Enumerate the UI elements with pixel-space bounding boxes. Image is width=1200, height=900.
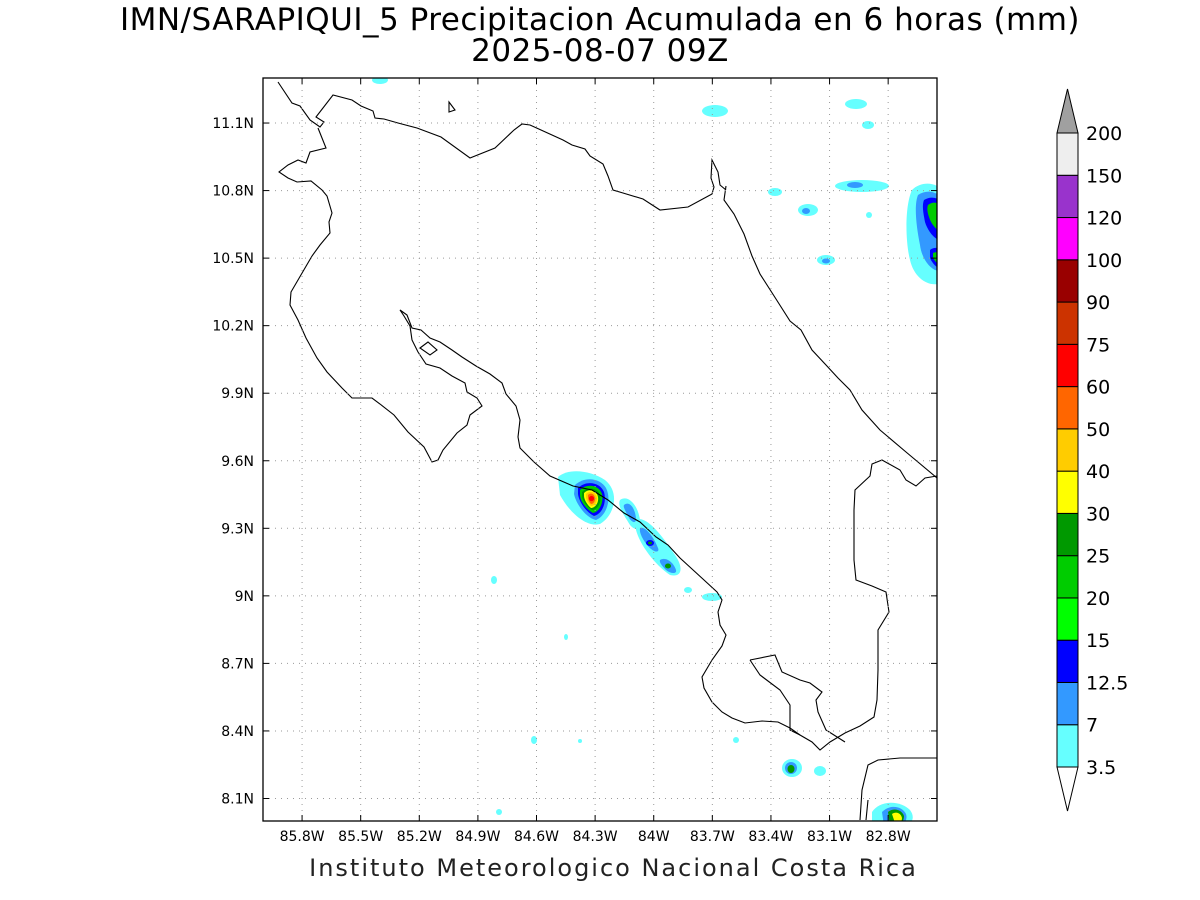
lon-tick-label: 84W [638,829,670,845]
lat-tick-label: 8.1N [221,791,254,807]
lon-tick-label: 85.5W [338,829,383,845]
colorbar-level-label: 3.5 [1086,757,1116,779]
lon-tick-label: 85.8W [280,829,325,845]
colorbar-segment [1056,428,1079,472]
colorbar-segment [1056,259,1079,303]
lat-tick-label: 10.2N [212,319,254,335]
colorbar-level-label: 60 [1086,377,1110,399]
colorbar-segment [1056,597,1079,641]
colorbar-level-label: 30 [1086,503,1110,525]
lat-tick-label: 9.9N [221,386,254,402]
map-grid [263,78,937,821]
colorbar-level-label: 90 [1086,292,1110,314]
colorbar-segment [1056,555,1079,599]
precipitation-field [372,78,937,821]
lon-tick-label: 84.6W [514,829,559,845]
colorbar-level-label: 12.5 [1086,672,1128,694]
colorbar-level-label: 20 [1086,588,1110,610]
colorbar-segment [1056,343,1079,388]
colorbar-level-label: 40 [1086,461,1110,483]
colorbar-segment [1056,174,1079,219]
colorbar-segment [1056,217,1079,261]
lon-tick-label: 84.3W [573,829,618,845]
lat-tick-label: 8.4N [221,724,254,740]
colorbar-level-label: 150 [1086,165,1122,187]
lat-tick-label: 9.3N [221,521,254,537]
colorbar-level-label: 50 [1086,419,1110,441]
lon-tick-label: 85.2W [397,829,442,845]
lat-tick-label: 8.7N [221,656,254,672]
lon-tick-label: 83.4W [748,829,793,845]
footer-credit: Instituto Meteorologico Nacional Costa R… [309,854,918,882]
lat-tick-label: 9N [235,589,254,605]
colorbar-under-triangle [1056,766,1079,812]
colorbar-level-label: 25 [1086,546,1110,568]
colorbar-segment [1056,301,1079,345]
map-valid-time: 2025-08-07 09Z [471,33,729,69]
lat-tick-label: 10.8N [212,184,254,200]
lon-tick-label: 84.9W [455,829,500,845]
colorbar-level-label: 7 [1086,715,1098,737]
colorbar-segment [1056,470,1079,514]
colorbar-segment [1056,681,1079,726]
lat-tick-label: 10.5N [212,251,254,267]
colorbar-level-label: 15 [1086,630,1110,652]
rain-cluster-south [496,736,913,821]
lon-tick-label: 83.1W [807,829,852,845]
colorbar-level-label: 200 [1086,123,1122,145]
colorbar-segment [1056,639,1079,683]
colorbar-over-triangle [1056,88,1079,134]
colorbar: 3.5 7 12.5 15 20 25 30 40 50 60 75 90 100 120 150 200 [1056,88,1128,812]
lon-tick-label: 83.7W [690,829,735,845]
lat-tick-label: 11.1N [212,116,254,132]
lon-tick-label: 82.8W [866,829,911,845]
map-frame [262,77,938,822]
colorbar-level-label: 100 [1086,250,1122,272]
colorbar-segment [1056,386,1079,430]
colorbar-segment [1056,512,1079,557]
rain-cluster-central-pacific [491,471,722,640]
lat-tick-label: 9.6N [221,454,254,470]
colorbar-segment [1056,724,1079,768]
coastline [277,81,937,821]
map-axes: 85.8W 85.5W 85.2W 84.9W 84.6W 84.3W 84W 83.7W 83… [212,78,937,845]
rain-cluster-caribbean [372,78,937,285]
colorbar-level-label: 75 [1086,334,1110,356]
map-title: IMN/SARAPIQUI_5 Precipitacion Acumulada … [119,2,1081,38]
colorbar-segment [1056,132,1079,176]
colorbar-level-label: 120 [1086,208,1122,230]
